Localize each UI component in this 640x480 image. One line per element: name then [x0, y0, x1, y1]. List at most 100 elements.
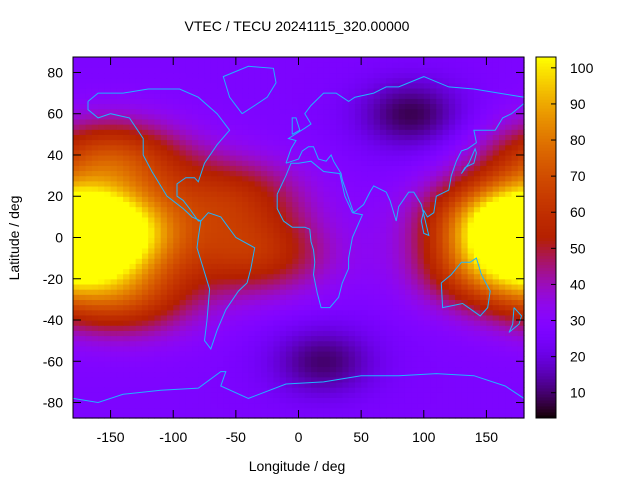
- heatmap-cell: [198, 77, 206, 84]
- heatmap-cell: [116, 320, 124, 326]
- heatmap-cell: [367, 376, 375, 383]
- heatmap-cell: [473, 134, 481, 141]
- heatmap-cell: [179, 371, 187, 378]
- heatmap-cell: [480, 232, 488, 239]
- heatmap-cell: [423, 252, 431, 259]
- heatmap-cell: [342, 356, 350, 362]
- heatmap-cell: [217, 258, 224, 264]
- heatmap-cell: [492, 191, 500, 197]
- heatmap-cell: [430, 330, 437, 337]
- heatmap-cell: [398, 273, 406, 280]
- heatmap-cell: [192, 350, 199, 357]
- heatmap-cell: [367, 124, 375, 130]
- heatmap-cell: [423, 216, 431, 223]
- heatmap-cell: [98, 103, 105, 110]
- heatmap-cell: [404, 294, 412, 300]
- heatmap-cell: [361, 309, 368, 316]
- heatmap-cell: [323, 258, 331, 264]
- heatmap-cell: [185, 103, 193, 110]
- heatmap-cell: [91, 98, 99, 105]
- heatmap-cell: [392, 350, 400, 357]
- heatmap-cell: [79, 412, 87, 419]
- heatmap-cell: [448, 160, 456, 166]
- heatmap-cell: [235, 320, 243, 326]
- heatmap-cell: [110, 387, 118, 393]
- heatmap-cell: [498, 335, 506, 342]
- heatmap-cell: [386, 289, 394, 295]
- heatmap-cell: [141, 304, 149, 311]
- heatmap-cell: [361, 62, 368, 68]
- heatmap-cell: [254, 170, 262, 177]
- heatmap-cell: [511, 242, 519, 249]
- heatmap-cell: [417, 134, 425, 141]
- heatmap-cell: [173, 82, 181, 89]
- heatmap-cell: [185, 98, 193, 105]
- heatmap-cell: [480, 108, 488, 115]
- heatmap-cell: [223, 113, 231, 120]
- heatmap-cell: [285, 283, 293, 290]
- heatmap-cell: [185, 139, 193, 146]
- heatmap-cell: [198, 381, 206, 388]
- heatmap-cell: [342, 247, 350, 254]
- heatmap-cell: [135, 149, 143, 156]
- heatmap-cell: [260, 247, 268, 254]
- heatmap-cell: [210, 206, 218, 213]
- heatmap-cell: [455, 320, 462, 326]
- heatmap-cell: [248, 412, 256, 419]
- heatmap-cell: [79, 196, 87, 202]
- heatmap-cell: [135, 314, 143, 321]
- heatmap-cell: [166, 165, 174, 172]
- heatmap-cell: [254, 247, 262, 254]
- heatmap-cell: [242, 289, 249, 295]
- heatmap-cell: [248, 294, 256, 300]
- heatmap-cell: [235, 289, 243, 295]
- heatmap-cell: [417, 222, 425, 228]
- heatmap-cell: [248, 325, 256, 331]
- heatmap-cell: [505, 77, 513, 84]
- heatmap-cell: [392, 242, 400, 249]
- heatmap-cell: [348, 314, 356, 321]
- heatmap-cell: [148, 170, 156, 177]
- heatmap-cell: [292, 196, 300, 202]
- heatmap-cell: [404, 206, 412, 213]
- heatmap-cell: [292, 118, 300, 125]
- heatmap-cell: [242, 340, 249, 347]
- heatmap-cell: [486, 206, 494, 213]
- heatmap-cell: [217, 124, 224, 130]
- heatmap-cell: [430, 108, 437, 115]
- heatmap-cell: [179, 72, 187, 79]
- heatmap-cell: [217, 356, 224, 362]
- heatmap-cell: [404, 299, 412, 306]
- heatmap-cell: [498, 237, 506, 244]
- heatmap-cell: [104, 82, 112, 89]
- heatmap-cell: [292, 345, 300, 352]
- heatmap-cell: [173, 175, 181, 182]
- heatmap-cell: [373, 93, 381, 99]
- heatmap-cell: [317, 180, 325, 187]
- heatmap-cell: [260, 139, 268, 146]
- heatmap-cell: [404, 237, 412, 244]
- heatmap-cell: [367, 356, 375, 362]
- heatmap-cell: [505, 330, 513, 337]
- heatmap-cell: [192, 340, 199, 347]
- heatmap-cell: [285, 402, 293, 409]
- heatmap-cell: [505, 402, 513, 409]
- heatmap-cell: [467, 103, 475, 110]
- heatmap-cell: [386, 294, 394, 300]
- heatmap-cell: [254, 252, 262, 259]
- heatmap-cell: [154, 407, 162, 414]
- heatmap-cell: [110, 299, 118, 306]
- heatmap-cell: [311, 93, 318, 99]
- heatmap-cell: [123, 185, 130, 192]
- heatmap-cell: [411, 345, 419, 352]
- heatmap-cell: [417, 87, 425, 94]
- heatmap-cell: [367, 273, 375, 280]
- heatmap-cell: [336, 180, 343, 187]
- heatmap-cell: [404, 62, 412, 68]
- heatmap-cell: [473, 268, 481, 275]
- heatmap-cell: [329, 118, 337, 125]
- heatmap-cell: [116, 345, 124, 352]
- heatmap-cell: [279, 113, 287, 120]
- heatmap-cell: [342, 129, 350, 135]
- heatmap-cell: [311, 124, 318, 130]
